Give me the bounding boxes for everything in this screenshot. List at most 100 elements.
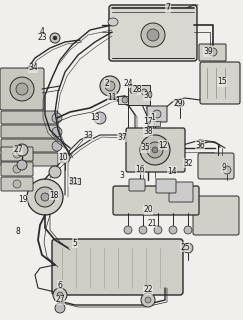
Circle shape <box>57 292 63 298</box>
Text: 3: 3 <box>120 171 124 180</box>
Text: 37: 37 <box>117 132 127 141</box>
Circle shape <box>141 293 155 307</box>
Circle shape <box>52 127 62 137</box>
Text: 32: 32 <box>183 158 193 167</box>
Circle shape <box>94 112 106 124</box>
Text: 27: 27 <box>55 295 65 305</box>
Text: 15: 15 <box>217 77 227 86</box>
Circle shape <box>17 160 27 170</box>
Text: 19: 19 <box>18 196 28 204</box>
Circle shape <box>124 226 132 234</box>
FancyBboxPatch shape <box>147 106 167 122</box>
Text: 31: 31 <box>68 178 78 187</box>
FancyBboxPatch shape <box>113 186 199 215</box>
Circle shape <box>183 243 193 253</box>
Circle shape <box>153 110 161 118</box>
Circle shape <box>100 76 120 96</box>
Text: 11: 11 <box>107 93 117 102</box>
Text: 14: 14 <box>167 166 177 175</box>
Text: 7: 7 <box>165 4 170 12</box>
Text: 16: 16 <box>135 165 145 174</box>
Circle shape <box>10 77 34 101</box>
Text: 18: 18 <box>49 190 59 199</box>
Text: 27: 27 <box>13 146 23 155</box>
Bar <box>148 121 160 126</box>
Circle shape <box>52 141 62 151</box>
Text: 21: 21 <box>147 219 157 228</box>
Circle shape <box>141 89 147 95</box>
FancyBboxPatch shape <box>199 44 226 61</box>
Circle shape <box>53 36 57 40</box>
Text: 2: 2 <box>105 78 109 87</box>
Circle shape <box>147 142 163 158</box>
Text: 12: 12 <box>158 140 168 149</box>
Circle shape <box>130 86 138 94</box>
Circle shape <box>223 166 231 174</box>
Text: 34: 34 <box>28 63 38 73</box>
Circle shape <box>176 99 184 107</box>
Text: 29: 29 <box>173 99 183 108</box>
Text: 39: 39 <box>203 47 213 57</box>
Text: 13: 13 <box>90 114 100 123</box>
Circle shape <box>13 165 21 173</box>
Circle shape <box>169 226 177 234</box>
Text: 6: 6 <box>58 281 62 290</box>
Circle shape <box>184 226 192 234</box>
FancyBboxPatch shape <box>156 179 176 193</box>
Circle shape <box>145 297 151 303</box>
Text: 35: 35 <box>140 143 150 153</box>
Text: 33: 33 <box>83 131 93 140</box>
Circle shape <box>13 150 21 158</box>
Text: 8: 8 <box>16 227 20 236</box>
Text: 28: 28 <box>132 85 142 94</box>
FancyBboxPatch shape <box>1 125 58 138</box>
FancyBboxPatch shape <box>1 111 58 124</box>
Circle shape <box>50 33 60 43</box>
Circle shape <box>139 226 147 234</box>
Bar <box>128 85 150 105</box>
FancyBboxPatch shape <box>1 153 58 166</box>
Text: 38: 38 <box>143 127 153 137</box>
Circle shape <box>60 153 70 163</box>
FancyBboxPatch shape <box>1 177 33 191</box>
Text: 1: 1 <box>151 113 155 122</box>
FancyBboxPatch shape <box>52 239 183 295</box>
Circle shape <box>16 144 28 156</box>
Text: 9: 9 <box>222 164 226 172</box>
Text: 22: 22 <box>143 285 153 294</box>
Circle shape <box>154 226 162 234</box>
Text: 30: 30 <box>143 92 153 100</box>
Circle shape <box>147 29 159 41</box>
Circle shape <box>55 303 65 313</box>
FancyBboxPatch shape <box>198 153 234 179</box>
Text: 10: 10 <box>58 154 68 163</box>
FancyBboxPatch shape <box>109 5 197 61</box>
Text: 20: 20 <box>143 205 153 214</box>
Circle shape <box>49 166 61 178</box>
Circle shape <box>209 48 217 56</box>
Text: 24: 24 <box>123 78 133 87</box>
Circle shape <box>27 179 63 215</box>
Circle shape <box>152 147 158 153</box>
Circle shape <box>41 193 49 201</box>
FancyBboxPatch shape <box>1 147 33 161</box>
Text: 25: 25 <box>180 243 190 252</box>
Text: 4: 4 <box>40 28 44 36</box>
Circle shape <box>140 135 170 165</box>
FancyBboxPatch shape <box>1 162 33 176</box>
Ellipse shape <box>108 18 118 26</box>
FancyBboxPatch shape <box>193 196 239 235</box>
Text: 5: 5 <box>73 238 78 247</box>
Circle shape <box>16 83 28 95</box>
Circle shape <box>105 81 115 91</box>
FancyBboxPatch shape <box>200 62 240 104</box>
Text: 23: 23 <box>37 34 47 43</box>
Text: 36: 36 <box>195 140 205 149</box>
Circle shape <box>141 23 165 47</box>
Circle shape <box>53 288 67 302</box>
Bar <box>70 178 80 184</box>
Text: 17: 17 <box>143 116 153 125</box>
FancyBboxPatch shape <box>129 179 145 191</box>
Circle shape <box>52 113 62 123</box>
FancyBboxPatch shape <box>169 182 193 202</box>
